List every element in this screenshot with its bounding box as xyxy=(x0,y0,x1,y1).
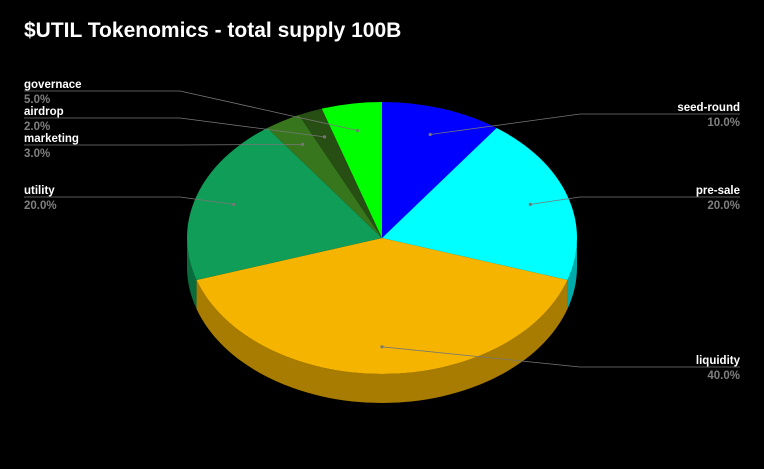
slice-label-liquidity: liquidity xyxy=(696,355,741,367)
slice-percent-airdrop: 2.0% xyxy=(24,121,50,133)
slice-percent-marketing: 3.0% xyxy=(24,148,50,160)
slice-percent-liquidity: 40.0% xyxy=(707,370,740,382)
leader-dot-marketing xyxy=(300,142,305,146)
pie-slice-liquidity xyxy=(196,238,568,374)
slice-label-airdrop: airdrop xyxy=(24,106,64,118)
slice-percent-seed-round: 10.0% xyxy=(707,117,740,129)
leader-line-utility xyxy=(24,196,234,205)
slice-label-pre-sale: pre-sale xyxy=(696,185,740,197)
pie-leader-lines xyxy=(24,90,740,368)
pie-slice-utility xyxy=(186,127,382,281)
pie-slice-seed-round xyxy=(382,102,497,238)
leader-line-governace xyxy=(24,90,358,131)
slice-label-marketing: marketing xyxy=(24,133,79,145)
slice-percent-pre-sale: 20.0% xyxy=(707,200,740,212)
chart-title: $UTIL Tokenomics - total supply 100B xyxy=(24,19,402,42)
leader-line-seed-round xyxy=(430,113,740,135)
slice-percent-governace: 5.0% xyxy=(24,94,50,106)
leader-line-liquidity xyxy=(381,346,740,368)
pie-depth xyxy=(187,238,577,403)
slice-label-seed-round: seed-round xyxy=(677,102,740,114)
slice-label-utility: utility xyxy=(24,185,55,197)
pie-slice-marketing xyxy=(267,114,382,238)
slice-percent-utility: 20.0% xyxy=(24,200,57,212)
pie-slice-governace xyxy=(321,102,382,238)
pie-slice-airdrop xyxy=(298,108,382,238)
slice-label-governace: governace xyxy=(24,79,82,91)
pie-side-liquidity xyxy=(196,280,568,403)
leader-line-marketing xyxy=(24,143,303,146)
leader-line-pre-sale xyxy=(530,196,740,205)
leader-line-airdrop xyxy=(24,117,325,138)
pie-labels: seed-round 10.0% pre-sale 20.0% liquidity 40.… xyxy=(24,79,741,382)
pie-slices xyxy=(186,102,577,374)
pie-side-pre-sale xyxy=(567,238,577,310)
pie-slice-pre-sale xyxy=(382,127,577,281)
pie-side-utility xyxy=(187,238,197,310)
